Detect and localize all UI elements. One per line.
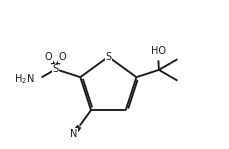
Text: N: N bbox=[70, 129, 77, 139]
Text: S: S bbox=[52, 64, 59, 74]
Text: O: O bbox=[44, 52, 52, 62]
Text: HO: HO bbox=[150, 46, 165, 56]
Text: O: O bbox=[59, 52, 66, 62]
Text: H$_2$N: H$_2$N bbox=[14, 73, 34, 86]
Text: S: S bbox=[105, 52, 111, 62]
